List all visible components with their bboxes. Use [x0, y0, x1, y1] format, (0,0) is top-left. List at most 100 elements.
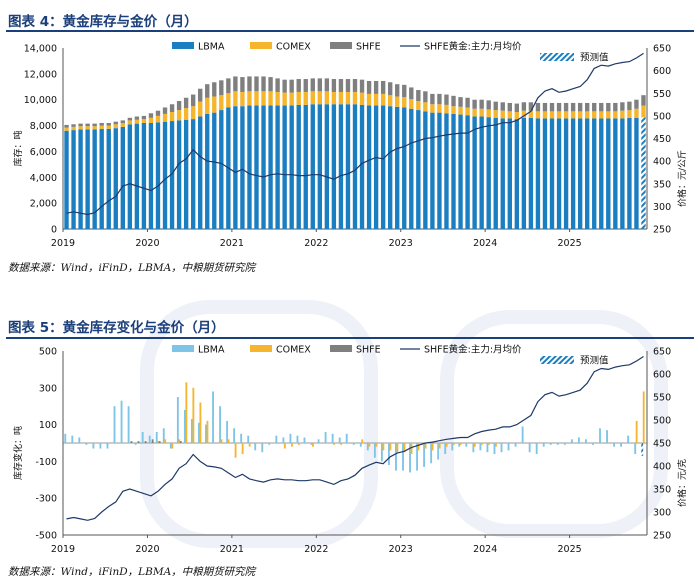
- bar-lbma-change: [317, 439, 320, 443]
- bar-shfe: [198, 88, 203, 102]
- bar-shfe: [310, 78, 315, 92]
- bar-lbma-change: [212, 391, 214, 443]
- bar-comex: [577, 111, 583, 119]
- bar-lbma-change: [366, 443, 369, 451]
- bar-lbma: [338, 104, 344, 229]
- bar-comex-change: [206, 420, 209, 443]
- bar-comex: [282, 92, 287, 106]
- bar-comex: [535, 111, 541, 119]
- bar-lbma: [183, 119, 189, 229]
- bar-comex: [641, 105, 646, 118]
- bar-lbma-change: [345, 433, 348, 443]
- x-tick-label: 2022: [304, 544, 328, 555]
- bar-shfe: [127, 117, 133, 121]
- bar-comex: [585, 111, 590, 119]
- bar-lbma-change: [134, 443, 137, 445]
- bar-shfe: [627, 101, 632, 111]
- figure-5-title-rule: [6, 337, 694, 339]
- bar-lbma: [542, 118, 548, 229]
- bar-lbma: [296, 104, 301, 229]
- bar-shfe: [402, 84, 407, 98]
- bar-lbma-change: [528, 443, 531, 453]
- bar-comex: [169, 111, 175, 122]
- bar-lbma-change: [613, 443, 616, 447]
- bar-comex-change: [241, 443, 244, 455]
- bar-shfe: [444, 94, 449, 105]
- bar-comex: [402, 97, 407, 108]
- bar-shfe: [359, 79, 365, 93]
- bar-shfe: [92, 123, 97, 127]
- bar-comex-change: [220, 439, 223, 443]
- bar-lbma: [240, 106, 245, 229]
- bar-comex: [472, 108, 477, 117]
- legend-swatch-comex: [250, 345, 272, 352]
- bar-comex: [205, 97, 210, 114]
- bar-shfe: [71, 124, 76, 127]
- y-tick-label: 12,000: [24, 69, 57, 80]
- bar-shfe: [514, 103, 520, 112]
- bar-comex-change: [290, 443, 293, 447]
- y2-tick-label: 300: [653, 508, 671, 519]
- y-tick-label: 100: [39, 420, 57, 431]
- bar-comex: [514, 111, 520, 120]
- y-tick-label: 14,000: [24, 44, 57, 55]
- bar-comex-change: [234, 443, 237, 458]
- bar-lbma-change: [331, 433, 334, 443]
- bar-comex: [106, 125, 111, 129]
- bar-shfe-change: [151, 439, 154, 443]
- bar-lbma: [570, 118, 576, 229]
- bar-comex: [141, 119, 147, 123]
- bar-lbma-change: [641, 443, 644, 456]
- bar-lbma: [141, 122, 147, 229]
- y2-tick-label: 350: [653, 485, 671, 496]
- bar-lbma: [444, 113, 449, 229]
- bar-comex: [458, 106, 463, 115]
- bar-comex-change: [403, 443, 406, 453]
- bar-lbma-change: [507, 443, 510, 451]
- y2-tick-label: 450: [653, 134, 671, 145]
- bar-comex: [99, 125, 104, 129]
- bar-lbma: [198, 116, 203, 229]
- bar-lbma-change: [78, 437, 81, 443]
- bar-lbma-change: [183, 409, 186, 443]
- bar-shfe: [212, 82, 217, 97]
- bar-comex: [71, 126, 76, 131]
- bar-comex: [380, 93, 386, 106]
- bar-lbma-change: [387, 443, 390, 466]
- bar-lbma-change: [479, 443, 482, 451]
- bar-shfe: [465, 97, 470, 108]
- y-axis-title: 库存变化：吨: [12, 426, 24, 480]
- bar-lbma: [331, 104, 337, 229]
- bar-shfe: [380, 80, 386, 94]
- bar-shfe: [613, 102, 618, 112]
- bar-comex-change: [487, 443, 490, 445]
- y-tick-label: 300: [39, 383, 57, 394]
- bar-shfe: [387, 82, 393, 96]
- bar-shfe: [113, 121, 118, 125]
- bar-comex: [212, 96, 217, 113]
- bar-comex-change: [635, 420, 638, 443]
- bar-lbma: [493, 117, 498, 229]
- bar-comex: [570, 111, 576, 119]
- bar-shfe: [331, 79, 337, 92]
- bar-lbma-change: [155, 431, 158, 443]
- bar-shfe: [352, 79, 358, 92]
- bar-lbma-change: [162, 428, 165, 443]
- bar-comex: [303, 91, 308, 105]
- bar-shfe: [233, 76, 238, 92]
- y2-tick-label: 350: [653, 179, 671, 190]
- x-tick-label: 2023: [389, 238, 413, 249]
- y2-tick-label: 650: [653, 44, 671, 55]
- bar-shfe: [338, 79, 344, 92]
- legend-swatch-lbma: [172, 42, 194, 49]
- bar-shfe: [289, 79, 294, 93]
- bar-lbma-change: [585, 439, 587, 443]
- x-tick-label: 2020: [135, 544, 159, 555]
- bar-comex: [606, 111, 611, 119]
- bar-comex: [338, 91, 344, 105]
- bar-lbma-change: [430, 443, 433, 464]
- bar-lbma: [507, 118, 512, 229]
- bar-lbma: [472, 116, 477, 229]
- bar-comex: [352, 91, 358, 105]
- bar-lbma-change: [176, 397, 179, 443]
